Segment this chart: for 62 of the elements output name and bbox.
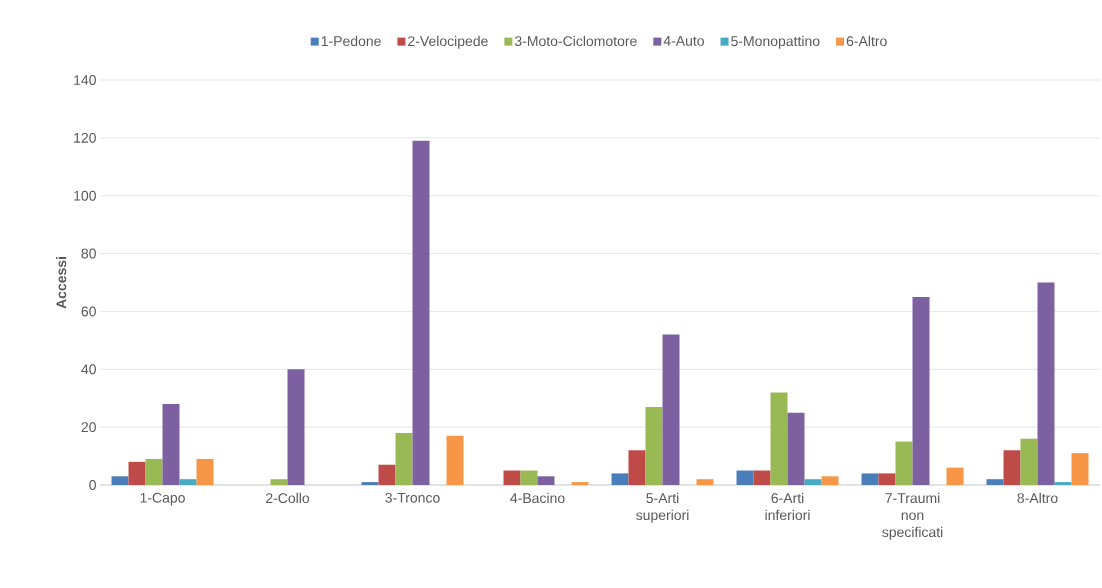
- bar: [986, 479, 1004, 485]
- bar: [128, 461, 146, 485]
- bar: [537, 476, 555, 485]
- bar: [946, 467, 964, 485]
- y-tick-label: 40: [81, 364, 96, 375]
- x-tick-label: 5-Arti superiori: [636, 492, 689, 523]
- y-tick-label: 140: [74, 75, 96, 85]
- bar: [804, 479, 822, 485]
- bar: [1020, 438, 1038, 485]
- x-tick-label: 3-Tronco: [385, 492, 440, 503]
- x-tick-label: 1-Capo: [140, 492, 185, 506]
- x-tick-label: 4-Bacino: [510, 492, 565, 504]
- legend-label: 5-Monopattino: [731, 35, 820, 49]
- legend-label: 4-Auto: [663, 36, 704, 46]
- bar: [770, 392, 788, 485]
- bar: [378, 464, 396, 485]
- x-tick-label: 7-Traumi non specificati: [882, 492, 943, 540]
- bar: [571, 482, 589, 485]
- bar: [645, 406, 663, 485]
- y-tick-label: 20: [81, 422, 96, 433]
- bar: [696, 479, 714, 485]
- bar: [520, 470, 538, 485]
- bar: [179, 479, 197, 485]
- bar: [503, 470, 521, 485]
- y-tick-label: 0: [89, 480, 96, 490]
- bar: [162, 403, 180, 485]
- y-tick-label: 100: [74, 190, 96, 201]
- bar: [611, 473, 629, 485]
- y-tick-label: 80: [81, 248, 96, 259]
- bar: [1054, 482, 1072, 485]
- x-tick-label: 2-Collo: [266, 492, 310, 504]
- bar: [878, 473, 896, 485]
- bar: [1037, 282, 1055, 485]
- legend-label: 2-Velocipede: [408, 35, 488, 49]
- y-axis-title: Accessi: [55, 257, 67, 309]
- y-tick-label: 60: [81, 306, 96, 317]
- legend-label: 3-Moto-Ciclomotore: [514, 35, 637, 47]
- bar: [787, 412, 805, 485]
- bar: [412, 140, 430, 485]
- x-tick-label: 6-Arti inferiori: [765, 492, 810, 521]
- bar: [1071, 453, 1089, 485]
- bar: [821, 476, 839, 485]
- bar: [111, 476, 129, 485]
- bar: [1003, 450, 1021, 485]
- bar: [270, 479, 288, 485]
- bar: [628, 450, 646, 485]
- legend-label: 6-Altro: [846, 35, 887, 47]
- bar: [861, 473, 879, 485]
- bar: [446, 435, 464, 485]
- bar: [196, 458, 214, 485]
- bar: [395, 432, 413, 485]
- bar: [361, 482, 379, 485]
- bar: [287, 369, 305, 485]
- bar: [753, 470, 771, 485]
- bar: [912, 296, 930, 485]
- bar: [145, 458, 163, 485]
- bar: [736, 470, 754, 485]
- bar: [895, 441, 913, 485]
- y-tick-label: 120: [74, 132, 96, 143]
- legend-label: 1-Pedone: [321, 35, 381, 47]
- x-tick-label: 8-Altro: [1017, 492, 1058, 504]
- bar: [662, 334, 680, 485]
